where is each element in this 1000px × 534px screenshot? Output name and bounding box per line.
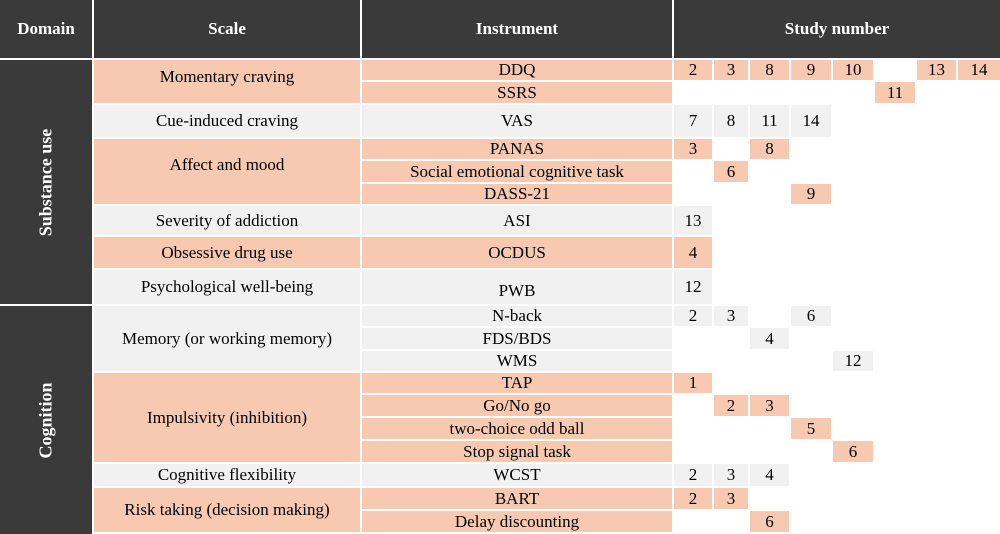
instrument-asi: ASI: [362, 206, 672, 235]
instrument-vas: VAS: [362, 105, 672, 137]
instrument-ocdus: OCDUS: [362, 237, 672, 268]
study-cell: 8: [750, 139, 789, 159]
instrument-go-no-go: Go/No go: [362, 395, 672, 416]
study-cell: 2: [674, 60, 712, 80]
scale-cue-induced-craving: Cue-induced craving: [94, 105, 360, 137]
study-cell: 2: [714, 395, 748, 416]
study-cell: 6: [714, 161, 748, 182]
study-cell: 2: [674, 464, 712, 486]
instrument-dass-21: DASS-21: [362, 184, 672, 204]
study-cell: 1: [674, 373, 712, 393]
study-cell: 9: [791, 60, 831, 80]
study-cell: 8: [750, 60, 789, 80]
study-cell: 4: [750, 328, 789, 349]
study-cell: 8: [714, 105, 748, 137]
scale-cognitive-flexibility: Cognitive flexibility: [94, 464, 360, 486]
scale-obsessive-drug-use: Obsessive drug use: [94, 237, 360, 268]
instrument-fds-bds: FDS/BDS: [362, 328, 672, 349]
study-cell: 5: [791, 418, 831, 439]
scale-psychological-well-being: Psychological well-being: [94, 270, 360, 304]
study-cell: 2: [674, 488, 712, 509]
instrument-panas: PANAS: [362, 139, 672, 159]
study-cell: 4: [750, 464, 789, 486]
study-cell: 3: [674, 139, 712, 159]
scale-affect-and-mood: Affect and mood: [94, 139, 360, 204]
study-cell: 6: [791, 306, 831, 326]
scale-impulsivity: Impulsivity (inhibition): [94, 373, 360, 462]
study-cell: 13: [674, 206, 712, 235]
instrument-ssrs: SSRS: [362, 82, 672, 103]
header-instrument: Instrument: [362, 0, 672, 58]
domain-substance-use: Substance use: [0, 60, 92, 304]
scale-risk-taking: Risk taking (decision making): [94, 488, 360, 532]
study-cell: 11: [875, 82, 915, 103]
instrument-delay-discounting: Delay discounting: [362, 511, 672, 532]
instrument-stop-signal: Stop signal task: [362, 441, 672, 462]
study-cell: 14: [791, 105, 831, 137]
study-cell: 3: [714, 488, 748, 509]
study-cell: 14: [958, 60, 1000, 80]
instrument-ddq: DDQ: [362, 60, 672, 80]
study-cell: 4: [674, 237, 712, 268]
header-study-number: Study number: [674, 0, 1000, 58]
scale-momentary-craving: Momentary craving: [94, 60, 360, 103]
instrument-tap: TAP: [362, 373, 672, 393]
study-cell: 6: [833, 441, 873, 462]
study-cell: 10: [833, 60, 873, 80]
study-cell: 3: [714, 60, 748, 80]
header-scale: Scale: [94, 0, 360, 58]
domain-label: Cognition: [35, 381, 56, 459]
header-domain: Domain: [0, 0, 92, 58]
study-cell: 7: [674, 105, 712, 137]
domain-cognition: Cognition: [0, 306, 92, 534]
domain-label: Substance use: [35, 128, 56, 236]
study-cell: 2: [674, 306, 712, 326]
study-cell: 9: [791, 184, 831, 204]
instrument-bart: BART: [362, 488, 672, 509]
study-cell: 11: [750, 105, 789, 137]
study-cell: 12: [674, 270, 712, 304]
study-cell: 3: [714, 306, 748, 326]
instrument-pwb: PWB: [362, 270, 672, 304]
instrument-n-back: N-back: [362, 306, 672, 326]
scale-severity-of-addiction: Severity of addiction: [94, 206, 360, 235]
instrument-odd-ball: two-choice odd ball: [362, 418, 672, 439]
instrument-wms: WMS: [362, 351, 672, 371]
study-cell: 6: [750, 511, 789, 532]
study-cell: 12: [833, 351, 873, 371]
study-cell: 13: [917, 60, 956, 80]
scale-memory: Memory (or working memory): [94, 306, 360, 371]
instrument-social-emotional: Social emotional cognitive task: [362, 161, 672, 182]
study-cell: 3: [714, 464, 748, 486]
study-cell: 3: [750, 395, 789, 416]
instrument-wcst: WCST: [362, 464, 672, 486]
